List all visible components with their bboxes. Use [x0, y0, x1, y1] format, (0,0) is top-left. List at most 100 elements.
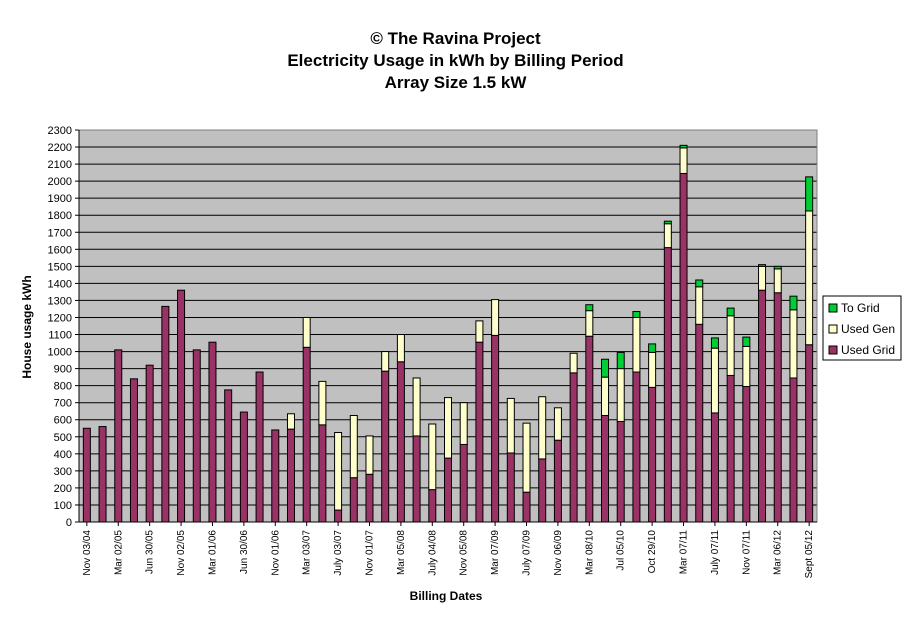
bar-used-grid	[663, 247, 672, 523]
y-tick-label: 100	[54, 500, 72, 512]
x-tick-label: Mar 02/05	[113, 530, 124, 575]
bar-used-grid	[286, 428, 295, 523]
bars	[82, 144, 814, 523]
bar-used-gen	[632, 316, 641, 373]
bar-to-grid	[616, 351, 625, 370]
bar-used-gen	[569, 352, 578, 374]
bar-used-grid	[506, 452, 515, 523]
x-tick-label: July 04/08	[427, 530, 438, 576]
chart-title-line-3: Array Size 1.5 kW	[384, 73, 527, 92]
y-tick-label: 1300	[48, 295, 72, 307]
bar-to-grid	[773, 265, 782, 270]
y-tick-label: 1100	[48, 330, 72, 342]
y-axis-title: House usage kWh	[20, 275, 34, 378]
bar-used-grid	[444, 457, 452, 523]
y-tick-label: 200	[54, 483, 72, 495]
bar-used-gen	[695, 286, 704, 325]
bar-used-grid	[412, 435, 421, 523]
bar-used-grid	[459, 443, 468, 523]
bar-used-gen	[648, 351, 657, 388]
bar-used-grid	[114, 349, 123, 523]
bar-used-grid	[569, 372, 578, 523]
bar-used-gen	[365, 435, 374, 475]
bar-used-gen	[412, 377, 421, 437]
bar-used-grid	[585, 335, 594, 523]
y-tick-label: 700	[54, 398, 72, 410]
y-tick-label: 0	[66, 517, 72, 529]
x-tick-label: Mar 03/07	[302, 530, 313, 575]
bar-used-gen	[616, 368, 625, 422]
bar-to-grid	[805, 176, 814, 212]
bar-used-grid	[208, 341, 217, 523]
y-tick-label: 2000	[48, 176, 72, 188]
legend-label: To Grid	[841, 301, 880, 315]
bar-used-grid	[145, 364, 154, 523]
bar-used-grid	[271, 429, 280, 523]
bar-used-gen	[349, 414, 358, 479]
y-tick-label: 300	[54, 466, 72, 478]
bar-used-gen	[475, 320, 484, 343]
bar-used-grid	[318, 424, 327, 523]
bar-used-grid	[742, 386, 751, 523]
y-tick-label: 500	[54, 432, 72, 444]
x-tick-label: Mar 01/06	[207, 530, 218, 575]
bar-used-grid	[365, 473, 374, 523]
bar-used-grid	[773, 292, 782, 523]
y-tick-label: 1800	[48, 210, 72, 222]
y-tick-label: 1900	[48, 193, 72, 205]
bar-used-gen	[585, 310, 594, 337]
bar-used-grid	[726, 374, 735, 523]
x-tick-label: Mar 05/08	[396, 530, 407, 575]
bar-used-gen	[428, 423, 437, 491]
bar-used-grid	[758, 289, 767, 523]
bar-used-grid	[334, 509, 343, 523]
x-tick-label: Nov 06/09	[553, 530, 564, 576]
x-tick-label: Nov 05/08	[459, 530, 470, 576]
bar-used-gen	[663, 223, 672, 249]
bar-used-grid	[789, 377, 798, 523]
y-tick-label: 2300	[48, 125, 72, 137]
bar-used-grid	[553, 439, 562, 523]
y-tick-label: 1600	[48, 244, 72, 256]
bar-used-gen	[444, 397, 452, 459]
bar-used-grid	[396, 361, 405, 523]
bar-used-gen	[491, 299, 500, 336]
bar-used-grid	[192, 349, 201, 523]
bar-used-grid	[538, 458, 547, 523]
bar-used-grid	[239, 411, 248, 523]
x-tick-label: Jul 05/10	[616, 530, 627, 571]
bar-used-grid	[98, 426, 107, 523]
x-tick-label: Jun 30/06	[239, 530, 250, 574]
y-tick-label: 1500	[48, 261, 72, 273]
bar-used-grid	[381, 370, 390, 523]
bar-used-grid	[805, 344, 814, 523]
bar-used-gen	[318, 380, 327, 426]
bar-used-gen	[601, 376, 610, 416]
bar-to-grid	[726, 307, 735, 317]
y-tick-label: 2200	[48, 142, 72, 154]
bar-used-grid	[255, 371, 264, 523]
bar-to-grid	[695, 279, 704, 288]
bar-used-grid	[616, 420, 625, 523]
legend-label: Used Grid	[841, 343, 895, 357]
bar-to-grid	[648, 343, 657, 353]
y-tick-label: 1000	[48, 347, 72, 359]
bar-used-gen	[805, 210, 814, 346]
x-tick-label: Nov 03/04	[82, 530, 93, 576]
x-tick-label: Mar 08/10	[584, 530, 595, 575]
legend-swatch	[828, 303, 838, 313]
bar-used-grid	[161, 305, 170, 523]
x-tick-label: Mar 07/11	[679, 530, 690, 575]
legend-swatch	[828, 345, 838, 355]
x-tick-label: Nov 01/07	[364, 530, 375, 576]
bar-to-grid	[601, 358, 610, 378]
bar-used-gen	[553, 407, 562, 441]
bar-to-grid	[742, 336, 751, 347]
bar-used-grid	[491, 334, 500, 523]
bar-used-gen	[459, 402, 468, 445]
bar-to-grid	[585, 304, 594, 312]
y-tick-label: 900	[54, 364, 72, 376]
x-tick-label: Jun 30/05	[145, 530, 156, 574]
bar-used-grid	[428, 489, 437, 523]
bar-used-grid	[177, 289, 186, 523]
